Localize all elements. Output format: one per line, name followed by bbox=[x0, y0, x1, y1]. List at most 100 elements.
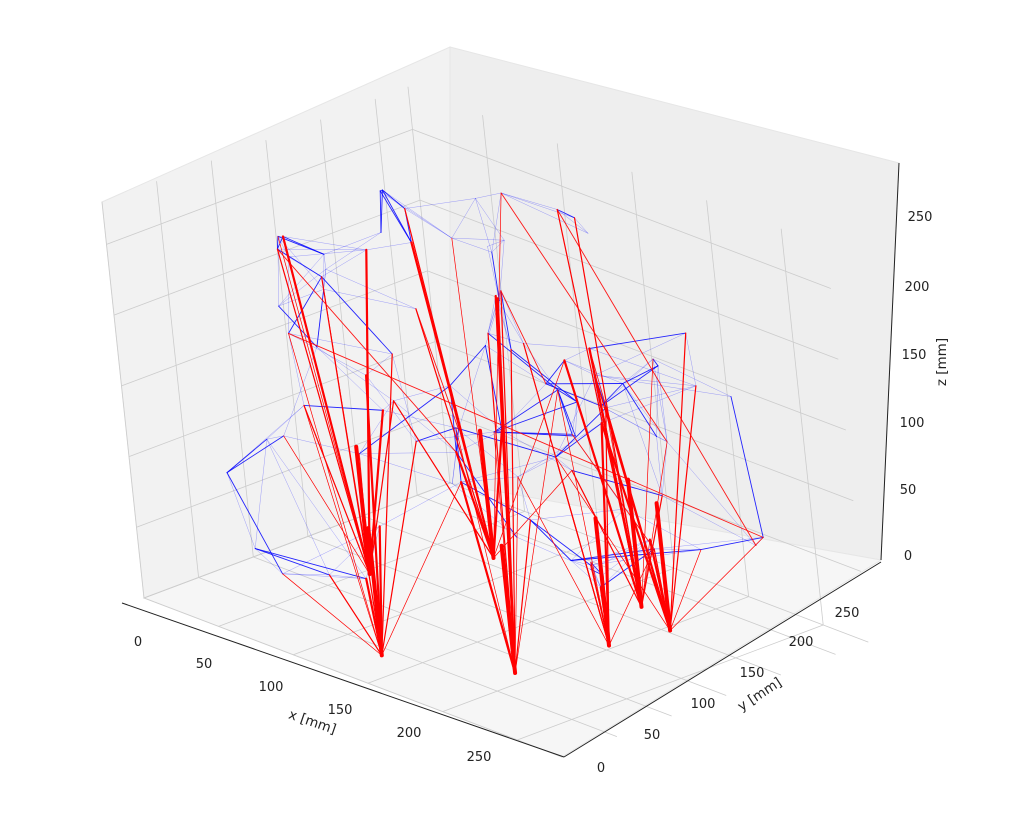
lattice-member bbox=[358, 385, 451, 455]
grid-line bbox=[128, 341, 436, 458]
lattice-member bbox=[323, 254, 327, 270]
grid-line bbox=[412, 128, 831, 289]
support-member bbox=[500, 290, 516, 674]
lattice-member bbox=[226, 405, 305, 473]
grid-line bbox=[374, 98, 418, 496]
lattice-member bbox=[415, 427, 457, 442]
support-member bbox=[415, 308, 495, 559]
lattice-member bbox=[493, 401, 578, 433]
support-trunk bbox=[478, 428, 496, 560]
lattice-member bbox=[226, 435, 285, 474]
support-member bbox=[556, 208, 643, 608]
x-tick-label: 200 bbox=[397, 726, 422, 741]
support-trunk bbox=[499, 543, 518, 675]
lattice-member bbox=[266, 435, 284, 440]
lattice-member bbox=[366, 242, 412, 251]
lattice-member bbox=[500, 192, 558, 210]
support-member bbox=[669, 332, 687, 632]
support-member bbox=[500, 290, 547, 385]
lattice-member bbox=[530, 508, 626, 521]
lattice-member bbox=[661, 495, 757, 546]
lattice-member bbox=[594, 374, 697, 387]
lattice-member bbox=[652, 358, 732, 397]
lattice-member bbox=[254, 548, 330, 576]
lattice-member bbox=[226, 472, 256, 549]
z-tick-label: 200 bbox=[905, 280, 930, 295]
support-member bbox=[605, 407, 610, 647]
lattice-member bbox=[570, 560, 591, 566]
lattice-member bbox=[266, 405, 305, 440]
lattice-member bbox=[277, 248, 367, 251]
lattice-member bbox=[491, 239, 505, 253]
lattice-member bbox=[365, 375, 417, 442]
support-member bbox=[288, 332, 764, 538]
support-member bbox=[605, 407, 642, 608]
lattice-member bbox=[283, 346, 318, 437]
grid-line bbox=[482, 115, 525, 512]
support-trunk bbox=[626, 477, 644, 609]
lattice-member bbox=[458, 345, 486, 430]
lattice-member bbox=[574, 217, 589, 234]
lattice-member bbox=[379, 481, 462, 527]
lattice-member bbox=[529, 519, 591, 566]
lattice-member bbox=[316, 268, 327, 348]
lattice-member bbox=[487, 239, 505, 247]
lattice-member bbox=[404, 208, 453, 239]
lattice-member bbox=[594, 374, 732, 397]
support-member bbox=[600, 422, 611, 647]
lattice-member bbox=[404, 198, 476, 209]
support-member bbox=[522, 342, 610, 647]
z-axis: 0 50 100 150 200 250 z [mm] bbox=[900, 210, 950, 564]
lattice-member bbox=[564, 348, 590, 361]
support-members bbox=[276, 192, 764, 675]
lattice-member bbox=[501, 383, 547, 431]
x-tick-label: 150 bbox=[328, 703, 353, 718]
support-member bbox=[404, 208, 495, 559]
lattice-member bbox=[321, 276, 393, 355]
support-member bbox=[517, 476, 610, 646]
grid-line bbox=[106, 128, 413, 245]
lattice-member bbox=[516, 536, 592, 570]
lattice-member bbox=[460, 481, 531, 521]
support-member bbox=[563, 359, 643, 609]
lattice-member bbox=[316, 346, 384, 411]
x-axis-line bbox=[121, 602, 565, 758]
support-member bbox=[415, 308, 459, 430]
lattice-member bbox=[517, 456, 556, 478]
support-member bbox=[500, 192, 668, 443]
z-tick-label: 0 bbox=[904, 549, 912, 564]
lattice-member bbox=[449, 345, 486, 387]
support-member bbox=[365, 248, 371, 576]
support-member bbox=[640, 495, 663, 608]
support-member bbox=[381, 353, 393, 657]
grid-line bbox=[631, 171, 675, 569]
lattice-member bbox=[382, 410, 457, 429]
support-member bbox=[288, 333, 383, 656]
lattice-member bbox=[323, 268, 327, 290]
lattice-member bbox=[381, 189, 406, 210]
support-member bbox=[669, 537, 764, 631]
support-member bbox=[276, 248, 371, 575]
lattice-member bbox=[329, 526, 380, 576]
lattice-member bbox=[254, 548, 283, 575]
support-member bbox=[669, 385, 697, 632]
support-member bbox=[393, 400, 495, 559]
support-member bbox=[381, 481, 462, 656]
lattice-member bbox=[652, 358, 659, 367]
lattice-member bbox=[600, 405, 657, 437]
lattice-member bbox=[460, 456, 556, 483]
support-member bbox=[492, 429, 503, 560]
grid-line bbox=[292, 539, 600, 656]
lattice-member bbox=[316, 288, 325, 348]
z-axis-line bbox=[880, 162, 900, 561]
lattice-member bbox=[575, 401, 578, 437]
lattice-member bbox=[254, 548, 367, 580]
grid-line bbox=[121, 270, 428, 387]
support-member bbox=[600, 422, 672, 632]
grid-line bbox=[362, 515, 781, 676]
lattice-member bbox=[277, 248, 289, 258]
lattice-member bbox=[254, 438, 268, 549]
grid-line bbox=[556, 143, 600, 541]
lattice-member bbox=[475, 198, 505, 241]
